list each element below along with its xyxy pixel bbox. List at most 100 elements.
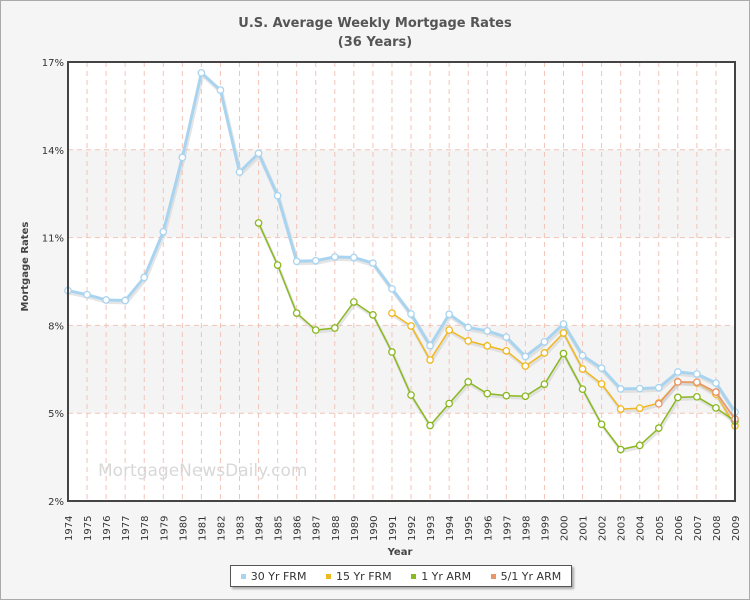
data-point xyxy=(330,253,339,261)
data-point xyxy=(635,404,644,413)
data-point xyxy=(502,347,511,355)
x-tick-label: 1977 xyxy=(121,516,132,541)
x-tick-label: 1982 xyxy=(216,516,227,541)
data-point xyxy=(407,391,415,399)
data-point xyxy=(521,352,530,361)
x-tick-label: 1989 xyxy=(350,516,361,541)
data-point xyxy=(559,329,568,337)
x-tick-label: 2001 xyxy=(579,516,590,541)
data-point xyxy=(369,259,377,267)
data-point xyxy=(235,168,244,176)
data-point xyxy=(597,364,606,372)
x-tick-label: 2005 xyxy=(655,516,666,541)
series-5-1-yr-arm xyxy=(654,378,739,423)
data-point xyxy=(407,322,415,330)
data-point xyxy=(597,380,606,388)
data-point xyxy=(578,385,587,394)
x-tick-label: 1997 xyxy=(502,516,513,541)
legend-item[interactable]: 15 Yr FRM xyxy=(325,569,392,583)
data-point xyxy=(140,273,149,282)
legend-label: 15 Yr FRM xyxy=(335,569,392,583)
data-point xyxy=(311,256,320,265)
x-tick-label: 1999 xyxy=(540,516,551,541)
x-tick-label: 2003 xyxy=(617,516,628,541)
data-point xyxy=(616,445,625,454)
data-point xyxy=(673,368,682,376)
data-point xyxy=(693,392,701,401)
data-point xyxy=(483,342,492,350)
x-tick-label: 1986 xyxy=(293,516,304,541)
x-tick-label: 1985 xyxy=(274,516,285,541)
data-point xyxy=(407,310,415,318)
x-tick-label: 1984 xyxy=(255,516,266,541)
data-point xyxy=(616,385,625,393)
x-tick-label: 1981 xyxy=(197,516,208,541)
data-point xyxy=(445,399,453,408)
data-point xyxy=(445,310,453,319)
y-tick-label: 17% xyxy=(42,58,64,69)
legend-label: 5/1 Yr ARM xyxy=(500,569,562,583)
data-point xyxy=(292,257,301,266)
y-tick-label: 14% xyxy=(42,146,64,157)
data-point xyxy=(426,421,434,430)
data-point xyxy=(197,68,206,77)
y-tick-label: 8% xyxy=(48,321,64,332)
grid-band xyxy=(68,325,735,414)
legend-swatch xyxy=(490,574,496,579)
plot-area xyxy=(68,62,735,501)
watermark: MortgageNewsDaily.com xyxy=(98,461,307,481)
x-tick-label: 1976 xyxy=(102,516,113,541)
x-tick-label: 1998 xyxy=(521,516,532,541)
x-tick-label: 2004 xyxy=(636,516,647,541)
data-point xyxy=(540,349,549,357)
data-point xyxy=(673,378,682,386)
x-tick-label: 1993 xyxy=(426,516,437,541)
data-point xyxy=(464,337,473,345)
data-point xyxy=(693,378,701,387)
data-point xyxy=(311,326,320,334)
data-point xyxy=(83,290,91,299)
data-point xyxy=(578,365,587,373)
data-point xyxy=(635,384,644,393)
data-point xyxy=(540,380,549,389)
x-tick-label: 1974 xyxy=(64,516,75,541)
data-point xyxy=(712,379,720,387)
data-point xyxy=(292,309,301,317)
x-tick-label: 1978 xyxy=(140,516,151,541)
data-point xyxy=(693,370,701,378)
data-point xyxy=(426,341,434,350)
data-point xyxy=(159,227,168,236)
legend-item[interactable]: 5/1 Yr ARM xyxy=(490,569,562,583)
data-point xyxy=(369,311,377,319)
x-tick-label: 2007 xyxy=(693,516,704,541)
x-tick-label: 1992 xyxy=(407,516,418,541)
legend-item[interactable]: 30 Yr FRM xyxy=(240,570,306,583)
plot-border xyxy=(67,61,736,502)
data-point xyxy=(616,405,625,413)
data-point xyxy=(445,326,453,334)
x-tick-label: 2006 xyxy=(674,516,685,541)
x-tick-label: 2000 xyxy=(559,516,570,541)
data-point xyxy=(502,391,511,400)
x-tick-label: 1991 xyxy=(388,516,399,541)
data-point xyxy=(178,153,187,162)
data-point xyxy=(597,420,606,429)
data-point xyxy=(654,424,663,432)
data-point xyxy=(559,349,568,358)
x-tick-label: 1979 xyxy=(159,516,170,541)
chart-title: U.S. Average Weekly Mortgage Rates xyxy=(238,16,512,31)
data-point xyxy=(350,253,358,262)
x-tick-label: 1983 xyxy=(236,516,247,541)
data-point xyxy=(654,383,663,392)
data-point xyxy=(254,219,263,227)
data-point xyxy=(578,351,587,360)
legend: 30 Yr FRM 15 Yr FRM 1 Yr ARM 5/1 Yr ARM xyxy=(230,565,572,587)
data-point xyxy=(273,191,282,200)
x-tick-label: 2009 xyxy=(731,516,742,541)
legend-swatch xyxy=(325,574,331,579)
legend-item[interactable]: 1 Yr ARM xyxy=(411,570,471,583)
x-tick-label: 1994 xyxy=(445,516,456,541)
data-point xyxy=(712,388,720,396)
data-point xyxy=(273,261,282,269)
y-tick-label: 5% xyxy=(48,409,64,420)
